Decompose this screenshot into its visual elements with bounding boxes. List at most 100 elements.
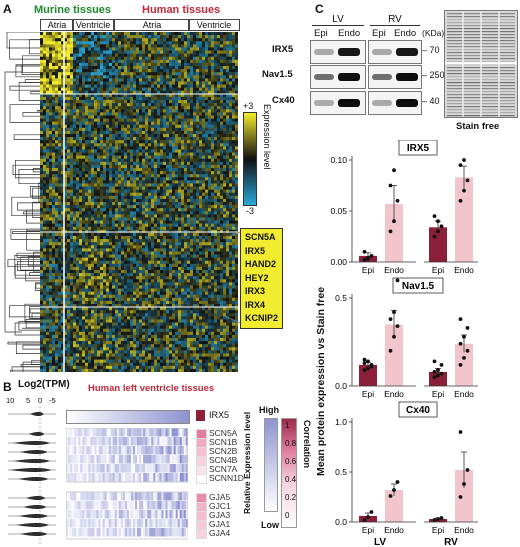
heatmap-cell [142, 211, 146, 215]
heatmap-cell [229, 208, 233, 212]
heatmap-cell [154, 183, 158, 187]
heatmap-cell [184, 217, 188, 221]
heatmap-cell [145, 50, 149, 54]
heatmap-cell [193, 41, 197, 45]
heatmap-cell [214, 236, 218, 240]
heatmap-cell [61, 90, 65, 95]
heatmap-cell [196, 121, 200, 126]
heatmap-cell [208, 257, 212, 262]
heatmap-cell [103, 152, 107, 156]
heatmap-cell [226, 226, 230, 231]
heatmap-cell [145, 44, 149, 48]
heatmap-cell [199, 53, 203, 58]
dendrogram-branch [32, 168, 40, 173]
heatmap-cell [52, 130, 56, 135]
heatmap-cell [109, 146, 113, 150]
heatmap-cell [160, 202, 164, 206]
heatmap-cell [70, 205, 74, 209]
heatmap-cell [214, 232, 218, 237]
heatmap-cell [127, 158, 131, 163]
heatmap-cell [163, 205, 167, 209]
heatmap-cell [46, 183, 50, 187]
heatmap-cell [106, 205, 110, 209]
heatmap-cell [118, 41, 122, 45]
heatmap-cell [67, 90, 71, 95]
heatmap-cell [178, 205, 182, 209]
heatmap-cell [76, 96, 80, 101]
heatmap-cell [136, 106, 140, 110]
heatmap-cell [133, 90, 137, 95]
heatmap-cell [187, 239, 191, 243]
heatmap-cell [121, 121, 125, 126]
heatmap-cell [67, 32, 71, 36]
heatmap-cell [202, 177, 206, 181]
heatmap-cell [133, 260, 137, 265]
heatmap-cell [226, 168, 230, 172]
heatmap-cell [157, 223, 161, 228]
heatmap-cell [190, 242, 194, 246]
heatmap-cell [118, 245, 122, 249]
heatmap-cell [193, 109, 197, 113]
heatmap-cell [190, 254, 194, 258]
heatmap-cell [226, 53, 230, 58]
heatmap-cell [64, 112, 68, 116]
heatmap-cell [211, 236, 215, 240]
heatmap-cell [91, 192, 95, 197]
heatmap-cell [55, 239, 59, 243]
heatmap-cell [79, 137, 83, 141]
heatmap-cell [118, 66, 122, 70]
heatmap-cell [235, 47, 238, 51]
heatmap-cell [193, 100, 197, 104]
heatmap-cell [40, 220, 44, 224]
heatmap-cell [40, 81, 44, 85]
heatmap-cell [160, 217, 164, 221]
heatmap-cell [187, 248, 191, 252]
heatmap-cell [103, 90, 107, 95]
heatmap-cell [151, 127, 155, 132]
heatmap-cell [85, 155, 89, 160]
heatmap-cell [175, 236, 179, 240]
heatmap-cell [187, 59, 191, 64]
heatmap-cell [175, 254, 179, 258]
heatmap-cell [124, 257, 128, 262]
heatmap-cell [106, 257, 110, 262]
heatmap-cell [127, 174, 131, 178]
heatmap-cell [43, 66, 47, 70]
heatmap-cell [46, 78, 50, 82]
heatmap-cell [112, 84, 116, 88]
heatmap-cell [160, 140, 164, 144]
heatmap-cell [82, 152, 86, 156]
heatmap-cell [106, 239, 110, 243]
heatmap-cell [208, 130, 212, 135]
heatmap-cell [103, 155, 107, 160]
heatmap-cell [232, 251, 236, 255]
heatmap-cell [106, 158, 110, 163]
heatmap-cell [151, 177, 155, 181]
heatmap-cell [64, 134, 68, 138]
heatmap-cell [148, 158, 152, 163]
heatmap-cell [40, 84, 44, 88]
heatmap-cell [61, 232, 65, 237]
heatmap-cell [97, 47, 101, 51]
heatmap-cell [127, 161, 131, 166]
heatmap-cell [88, 44, 92, 48]
heatmap-cell [97, 208, 101, 212]
heatmap-cell [178, 186, 182, 190]
heatmap-cell [76, 118, 80, 122]
heatmap-cell [178, 211, 182, 215]
heatmap-cell [196, 78, 200, 82]
heatmap-cell [127, 66, 131, 70]
heatmap-cell [232, 50, 236, 54]
heatmap-cell [235, 171, 238, 175]
heatmap-cell [133, 161, 137, 166]
heatmap-cell [97, 103, 101, 107]
heatmap-cell [229, 211, 233, 215]
heatmap-cell [130, 174, 134, 178]
heatmap-cell [100, 260, 104, 265]
heatmap-cell [61, 158, 65, 163]
heatmap-cell [79, 62, 83, 67]
heatmap-cell [49, 205, 53, 209]
heatmap-cell [55, 69, 59, 73]
heatmap-cell [145, 106, 149, 110]
heatmap-cell [43, 50, 47, 54]
